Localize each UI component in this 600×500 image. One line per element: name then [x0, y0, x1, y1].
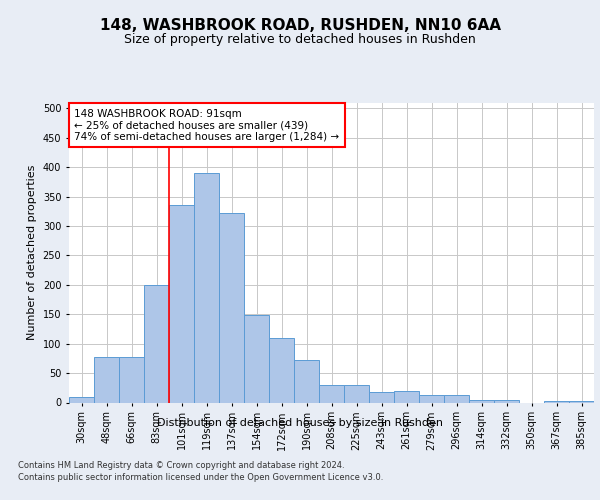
- Bar: [494, 400, 519, 402]
- Text: Distribution of detached houses by size in Rushden: Distribution of detached houses by size …: [157, 418, 443, 428]
- Bar: [319, 385, 344, 402]
- Bar: [544, 400, 569, 402]
- Bar: [169, 206, 194, 402]
- Bar: [119, 356, 144, 403]
- Text: Contains HM Land Registry data © Crown copyright and database right 2024.: Contains HM Land Registry data © Crown c…: [18, 460, 344, 469]
- Bar: [69, 396, 94, 402]
- Bar: [144, 285, 169, 403]
- Bar: [219, 213, 244, 402]
- Text: 148, WASHBROOK ROAD, RUSHDEN, NN10 6AA: 148, WASHBROOK ROAD, RUSHDEN, NN10 6AA: [100, 18, 500, 32]
- Bar: [569, 400, 594, 402]
- Bar: [394, 390, 419, 402]
- Bar: [244, 315, 269, 402]
- Bar: [194, 173, 219, 402]
- Text: Size of property relative to detached houses in Rushden: Size of property relative to detached ho…: [124, 32, 476, 46]
- Bar: [269, 338, 294, 402]
- Bar: [369, 392, 394, 402]
- Text: 148 WASHBROOK ROAD: 91sqm
← 25% of detached houses are smaller (439)
74% of semi: 148 WASHBROOK ROAD: 91sqm ← 25% of detac…: [74, 108, 340, 142]
- Bar: [94, 357, 119, 403]
- Y-axis label: Number of detached properties: Number of detached properties: [27, 165, 37, 340]
- Bar: [444, 395, 469, 402]
- Text: Contains public sector information licensed under the Open Government Licence v3: Contains public sector information licen…: [18, 473, 383, 482]
- Bar: [419, 395, 444, 402]
- Bar: [469, 400, 494, 402]
- Bar: [294, 360, 319, 403]
- Bar: [344, 385, 369, 402]
